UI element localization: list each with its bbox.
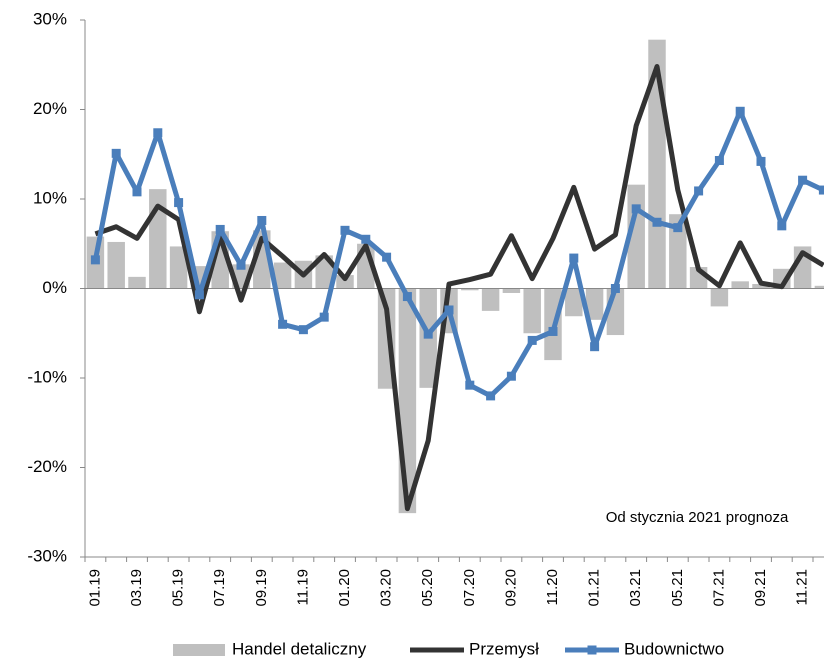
x-tick-label: 07.20 [461, 569, 478, 607]
marker [278, 319, 288, 329]
marker [402, 292, 412, 302]
x-tick-label: 05.20 [419, 569, 436, 607]
marker [590, 342, 600, 352]
marker [298, 325, 308, 335]
legend-label: Handel detaliczny [232, 639, 367, 658]
marker [257, 215, 267, 225]
x-tick-label: 11.20 [544, 569, 561, 605]
y-tick-label: 10% [33, 188, 67, 207]
marker [818, 185, 824, 195]
y-tick-label: 20% [33, 99, 67, 118]
marker [527, 335, 537, 345]
x-tick-label: 11.19 [294, 569, 311, 605]
bar [585, 288, 604, 320]
bar [315, 255, 333, 289]
bar [107, 241, 125, 289]
x-tick-label: 07.21 [710, 569, 727, 607]
y-tick-label: -20% [27, 457, 67, 476]
marker [444, 305, 454, 315]
x-tick-label: 01.21 [586, 569, 603, 607]
bar [565, 288, 583, 317]
marker [236, 260, 246, 270]
marker [610, 284, 620, 293]
line [94, 64, 824, 512]
marker [652, 217, 662, 227]
x-tick-label: 05.19 [170, 569, 187, 607]
x-tick-label: 03.21 [627, 569, 644, 607]
marker [423, 329, 433, 339]
marker [777, 221, 787, 231]
legend-label: Przemysł [469, 639, 539, 658]
bar [502, 288, 521, 293]
marker [319, 312, 329, 322]
marker [673, 223, 683, 233]
bar [731, 281, 749, 289]
x-tick-label: 09.20 [502, 569, 519, 607]
marker [111, 148, 121, 158]
marker [215, 224, 225, 234]
marker [132, 187, 142, 197]
marker [798, 175, 808, 185]
bar [398, 288, 417, 514]
bar [461, 288, 479, 291]
marker [548, 326, 558, 336]
marker [361, 234, 371, 244]
marker [465, 380, 475, 390]
bar [710, 288, 729, 307]
x-tick-label: 01.19 [86, 569, 103, 607]
bar [169, 246, 188, 289]
y-tick-label: -30% [27, 546, 67, 565]
x-tick-label: 07.19 [211, 569, 228, 607]
marker [174, 198, 184, 208]
marker [153, 128, 163, 138]
y-tick-label: 0% [42, 278, 67, 297]
bar [669, 214, 687, 289]
y-tick-label: -10% [27, 367, 67, 386]
y-tick-label: 30% [33, 9, 67, 28]
bar [273, 262, 292, 289]
marker [340, 225, 350, 235]
x-tick-label: 11.21 [794, 569, 811, 605]
legend-marker [587, 645, 597, 655]
marker [694, 186, 704, 196]
marker [631, 204, 641, 214]
x-tick-label: 01.20 [336, 569, 353, 607]
marker [194, 290, 204, 300]
bar [128, 276, 146, 289]
annotation: Od stycznia 2021 prognoza [606, 509, 789, 526]
marker [756, 156, 766, 166]
marker [90, 255, 100, 265]
bar [336, 275, 354, 289]
legend-swatch [173, 644, 225, 656]
x-tick-label: 09.19 [253, 569, 270, 607]
marker [506, 371, 516, 381]
x-tick-label: 09.21 [752, 569, 769, 607]
bar [481, 288, 500, 311]
marker [382, 252, 392, 262]
marker [486, 391, 496, 401]
marker [735, 106, 745, 116]
x-tick-label: 05.21 [669, 569, 686, 607]
bar [814, 285, 824, 289]
x-tick-label: 03.19 [128, 569, 145, 607]
legend-label: Budownictwo [624, 639, 724, 658]
bar [752, 284, 770, 289]
line [92, 108, 824, 399]
bar [523, 288, 541, 334]
marker [714, 156, 724, 166]
x-tick-label: 03.20 [378, 569, 395, 607]
marker [569, 253, 579, 263]
